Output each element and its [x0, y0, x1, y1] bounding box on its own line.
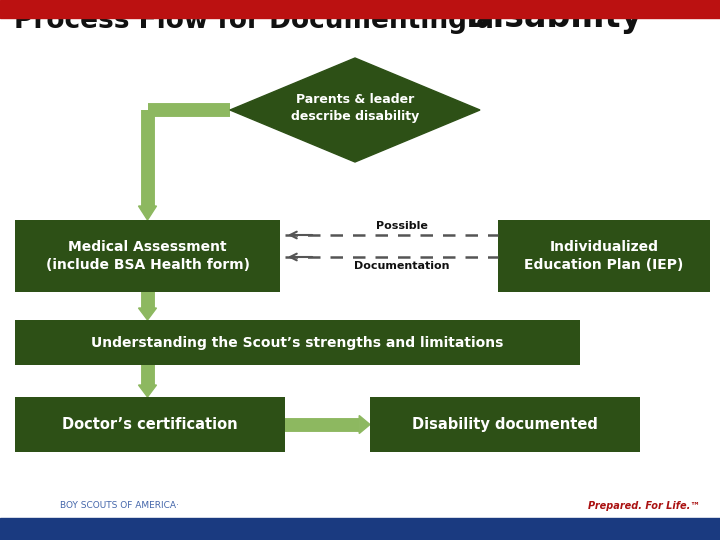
FancyBboxPatch shape: [498, 220, 710, 292]
Bar: [0, 0, 720, 18]
FancyBboxPatch shape: [370, 397, 640, 452]
Text: Understanding the Scout’s strengths and limitations: Understanding the Scout’s strengths and …: [91, 335, 504, 349]
Text: Possible: Possible: [376, 221, 428, 231]
Text: Parents & leader
describe disability: Parents & leader describe disability: [291, 93, 419, 123]
Text: Disability: Disability: [466, 1, 643, 34]
Text: BOY SCOUTS OF AMERICA·: BOY SCOUTS OF AMERICA·: [60, 502, 179, 510]
Polygon shape: [230, 58, 480, 162]
Text: Individualized
Education Plan (IEP): Individualized Education Plan (IEP): [524, 240, 684, 272]
Text: Process Flow for Documenting a: Process Flow for Documenting a: [14, 8, 503, 34]
Bar: [0, 518, 720, 540]
FancyBboxPatch shape: [15, 320, 580, 365]
Text: Prepared. For Life.™: Prepared. For Life.™: [588, 501, 700, 511]
Polygon shape: [138, 308, 156, 320]
FancyBboxPatch shape: [15, 220, 280, 292]
Polygon shape: [138, 206, 156, 220]
Polygon shape: [138, 385, 156, 397]
Text: Medical Assessment
(include BSA Health form): Medical Assessment (include BSA Health f…: [45, 240, 250, 272]
Text: Doctor’s certification: Doctor’s certification: [62, 417, 238, 432]
Text: Disability documented: Disability documented: [412, 417, 598, 432]
FancyBboxPatch shape: [15, 397, 285, 452]
Text: Documentation: Documentation: [354, 261, 449, 271]
Polygon shape: [359, 415, 370, 434]
